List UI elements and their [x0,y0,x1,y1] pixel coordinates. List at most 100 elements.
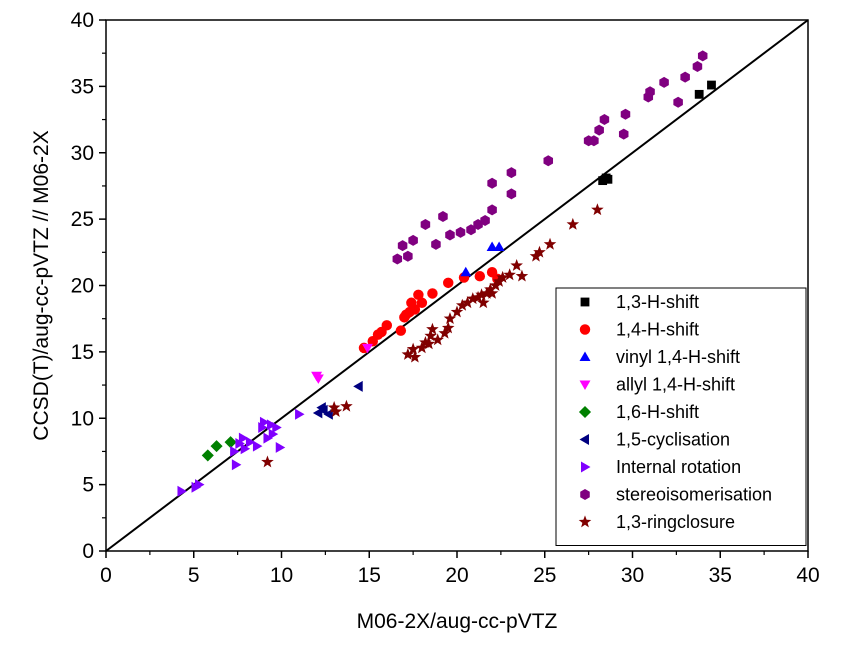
data-point [533,245,546,258]
data-point [210,440,223,453]
data-point [381,320,393,331]
data-point [506,167,517,179]
data-point [427,288,438,299]
series-1-4-h-shift [358,267,503,354]
legend-label: 1,3-H-shift [616,292,699,312]
x-tick-label: 5 [188,564,200,587]
data-point [431,238,441,250]
data-point [707,80,716,90]
data-point [240,443,251,455]
legend-marker [579,434,589,445]
x-tick-label: 10 [270,564,293,587]
data-point [692,60,703,72]
data-point [506,188,517,200]
data-point [272,422,282,434]
data-point [485,286,499,299]
data-point [599,114,610,126]
data-point [443,312,457,325]
y-tick-label: 10 [71,407,94,430]
x-tick-label: 0 [100,564,112,587]
data-point [543,237,557,250]
y-tick-label: 15 [71,341,94,364]
y-tick-label: 5 [82,474,94,497]
data-point [697,50,708,62]
data-point [259,416,270,428]
data-point [680,71,690,83]
series-1-3-ringclosure [261,203,604,468]
legend-label: allyl 1,4-H-shift [616,375,735,395]
series-internal-rotation [177,408,305,497]
series-stereoisomerisation [392,50,708,265]
data-point [492,274,506,287]
legend-label: stereoisomerisation [616,485,772,505]
series-vinyl-1-4-h-shift [460,241,505,277]
data-point [416,297,428,308]
data-point [362,343,373,354]
data-point [510,258,523,271]
x-tick-label: 35 [709,564,732,587]
data-point [450,305,464,318]
data-point [231,459,242,471]
x-tick-label: 30 [621,564,644,587]
data-point [480,214,490,226]
x-tick-label: 15 [358,564,381,587]
data-point [224,436,237,449]
data-point [484,282,497,295]
y-tick-label: 0 [82,540,94,563]
data-point [529,249,543,262]
data-point [177,485,187,497]
data-point [422,337,436,350]
data-point [515,269,529,282]
y-tick-label: 25 [71,208,94,231]
data-point [503,268,516,281]
data-point [403,250,413,262]
data-point [340,399,353,412]
data-point [466,292,480,305]
data-point [235,437,245,449]
series-1-6-h-shift [201,436,237,462]
legend-marker [579,324,591,335]
data-point [589,135,599,147]
data-point [401,347,415,360]
legend-label: 1,6-H-shift [616,402,699,422]
data-point [426,322,439,335]
data-point [395,325,407,336]
legend-box [555,287,807,546]
x-axis-title: M06-2X/aug-cc-pVTZ [357,610,558,633]
data-point [694,89,704,99]
series-allyl-1-4-h-shift [311,343,373,384]
y-tick-label: 30 [71,142,94,165]
legend-marker [581,461,591,473]
data-point [441,321,455,334]
data-point [397,240,408,252]
data-point [392,253,403,265]
data-point [659,76,669,88]
data-point [406,342,420,355]
data-point [489,278,502,291]
data-point [438,210,448,222]
legend-marker [580,297,590,307]
data-point [487,204,497,216]
data-point [618,128,629,140]
data-point [263,432,273,444]
data-point [316,402,326,414]
x-tick-label: 40 [796,564,819,587]
data-point [413,289,424,301]
y-tick-label: 35 [71,75,94,98]
data-point [408,234,418,246]
data-point [420,218,431,230]
data-point [268,428,279,440]
data-point [327,401,341,413]
data-point [591,203,604,216]
data-point [486,241,498,251]
y-tick-label: 20 [71,275,94,298]
data-point [443,277,454,289]
data-point [543,155,554,167]
data-point [329,405,343,417]
data-point [353,380,363,392]
data-point [455,226,466,238]
data-point [252,440,263,452]
y-axis-title: CCSD(T)/aug-cc-pVTZ // M06-2X [30,130,53,440]
legend-label: 1,5-cyclisation [616,430,730,450]
